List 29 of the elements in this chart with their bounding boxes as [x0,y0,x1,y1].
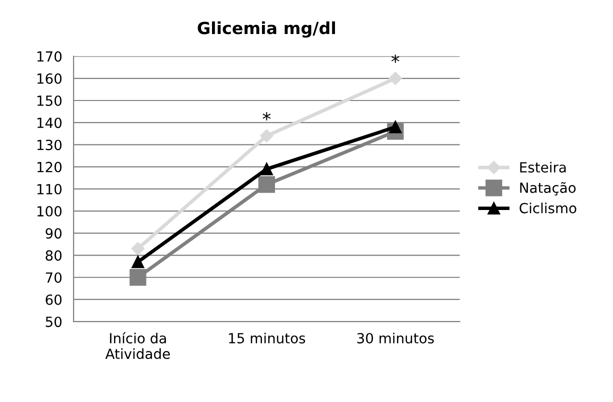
y-tick-label: 150 [37,95,62,106]
y-tick-label: 100 [37,206,62,217]
y-tick-label: 110 [37,184,62,194]
y-tick-label: 90 [46,228,62,239]
point [260,129,274,142]
legend-label: Natação [520,182,576,196]
x-tick-label: Início da Atividade [105,332,170,360]
y-tick-label: 60 [46,294,62,305]
y-tick-label: 80 [46,250,62,261]
x-tick-label: 30 minutos [357,332,434,344]
legend-label: Ciclismo [520,202,576,214]
point [131,242,145,256]
point [260,162,273,176]
y-tick-label: 70 [46,272,62,283]
y-tick-label: 170 [37,51,62,62]
point [388,72,402,85]
point [130,269,146,286]
point [132,256,144,268]
point [258,176,275,193]
annotation: * [262,112,271,120]
x-tick-label: 15 minutos [229,332,306,344]
y-tick-label: 160 [37,73,62,84]
legend-label: Esteira [520,162,566,173]
y-tick-label: 140 [37,118,62,128]
y-tick-label: 120 [37,162,62,172]
annotation: * [391,54,400,63]
y-tick-label: 50 [46,316,62,328]
y-tick-label: 130 [37,140,62,150]
chart-title: Glicemia mg/dl [198,21,335,38]
